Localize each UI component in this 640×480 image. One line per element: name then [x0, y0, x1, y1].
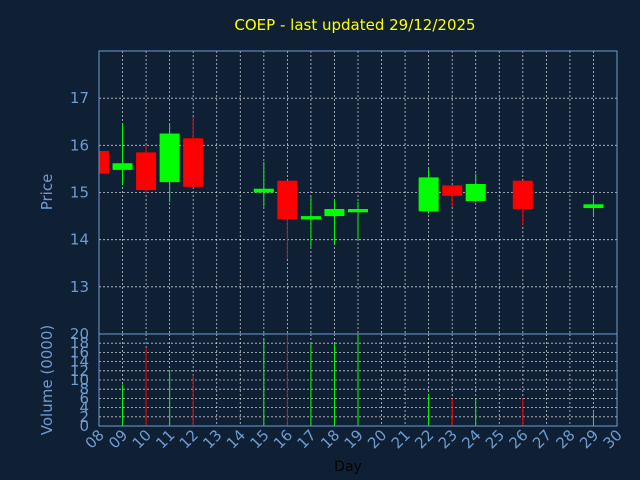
x-tick-label: 24 [458, 426, 484, 452]
volume-tick-label: 0 [79, 417, 89, 435]
candle-body-up [253, 188, 274, 193]
x-axis-title: Day [334, 459, 362, 475]
x-tick-label: 27 [529, 426, 555, 452]
x-tick-label: 28 [553, 426, 579, 452]
x-tick-label: 20 [364, 426, 390, 452]
volume-tick-label: 6 [79, 389, 89, 407]
candle-body-down [277, 180, 298, 220]
x-tick-label: 26 [505, 426, 531, 452]
price-tick-label: 14 [70, 231, 89, 249]
volume-tick-label: 16 [70, 343, 89, 361]
x-tick-label: 23 [435, 426, 461, 452]
candle-body-up [300, 216, 321, 220]
x-tick-label: 15 [246, 426, 272, 452]
candle-body-down [442, 185, 463, 196]
candle-body-down [183, 138, 204, 187]
candle-body-up [324, 209, 345, 217]
chart-title: COEP - last updated 29/12/2025 [234, 16, 475, 34]
x-tick-label: 18 [317, 426, 343, 452]
x-tick-label: 10 [129, 426, 155, 452]
x-tick-label: 09 [105, 426, 131, 452]
candle-body-down [512, 180, 533, 210]
volume-tick-label: 12 [70, 362, 89, 380]
price-axis-title: Price [38, 174, 56, 211]
x-tick-label: 21 [388, 426, 414, 452]
x-tick-label: 16 [270, 426, 296, 452]
price-tick-label: 13 [70, 278, 89, 296]
volume-tick-label: 18 [70, 334, 89, 352]
x-tick-label: 11 [152, 426, 178, 452]
volume-tick-label: 10 [70, 371, 89, 389]
candle-body-down [99, 150, 110, 174]
candle-body-up [159, 133, 180, 183]
volume-tick-label: 2 [79, 408, 89, 426]
volume-tick-label: 4 [79, 399, 89, 417]
candle-body-down [136, 152, 157, 191]
x-tick-label: 13 [199, 426, 225, 452]
candle-body-up [347, 209, 369, 213]
candle-body-up [465, 184, 486, 201]
volume-axis-title: Volume (0000) [38, 325, 56, 435]
volume-tick-label: 14 [70, 353, 89, 371]
price-panel: 13 14 15 16 17 Price [38, 50, 618, 335]
volume-tick-label: 20 [70, 325, 89, 343]
x-tick-label: 19 [341, 426, 367, 452]
x-tick-label: 22 [411, 426, 437, 452]
volume-tick-label: 8 [79, 380, 89, 398]
x-tick-label: 12 [176, 426, 202, 452]
x-tick-label: 17 [294, 426, 320, 452]
price-tick-label: 17 [70, 89, 89, 107]
candle-body-up [418, 177, 439, 212]
x-tick-label: 29 [576, 426, 602, 452]
x-tick-label: 30 [600, 426, 626, 452]
x-tick-label: 14 [223, 426, 249, 452]
price-tick-label: 15 [70, 184, 89, 202]
volume-panel-frame [98, 333, 618, 427]
price-tick-label: 16 [70, 136, 89, 154]
x-tick-label: 25 [482, 426, 508, 452]
candle-body-up [112, 163, 133, 170]
candle-body-up [583, 204, 604, 209]
